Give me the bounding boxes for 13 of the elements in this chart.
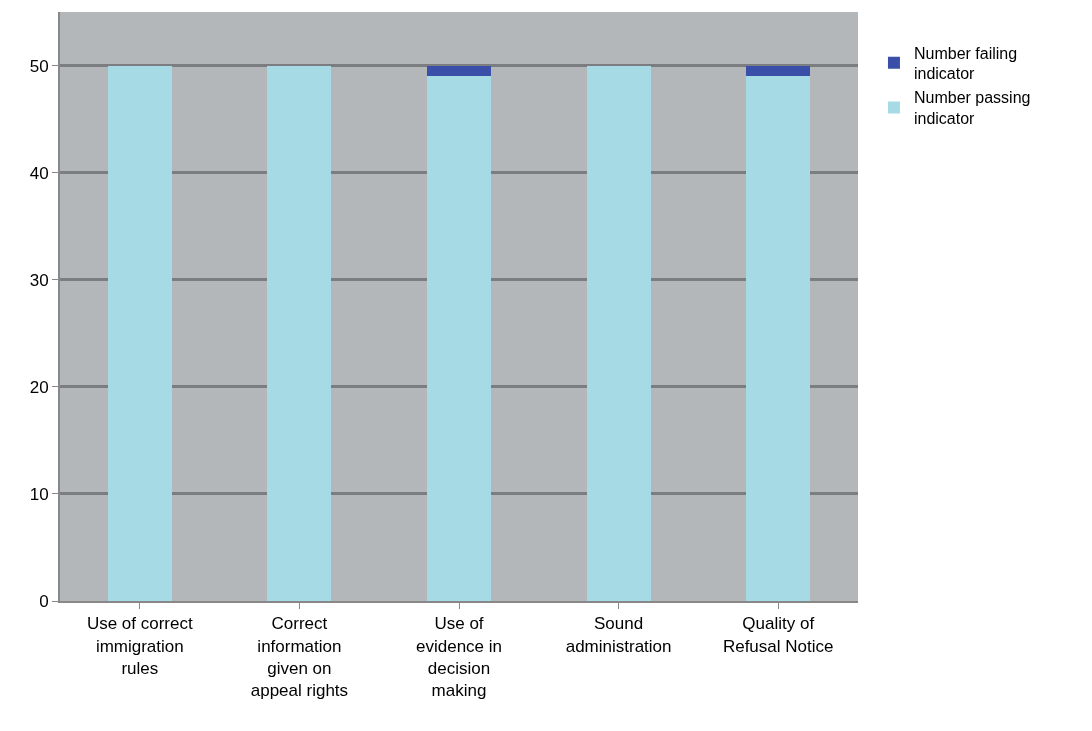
legend-label: Number passing indicator — [913, 89, 1031, 128]
y-tick-label: 0 — [39, 591, 49, 611]
y-tick-label: 20 — [29, 377, 49, 397]
legend-label: Number failing indicator — [913, 44, 1018, 83]
y-tick-label: 50 — [29, 56, 49, 76]
y-tick-label: 30 — [29, 270, 49, 290]
y-tick-label: 40 — [29, 163, 49, 183]
x-tick-label: Correct information given on appeal rights — [250, 614, 349, 700]
x-tick-label: Sound administration — [565, 614, 672, 656]
x-tick-label: Use of correct immigration rules — [86, 614, 193, 678]
y-tick-label: 10 — [29, 484, 49, 504]
x-tick-label: Quality of Refusal Notice — [722, 614, 834, 656]
x-tick-label: Use of evidence in decision making — [415, 614, 503, 700]
